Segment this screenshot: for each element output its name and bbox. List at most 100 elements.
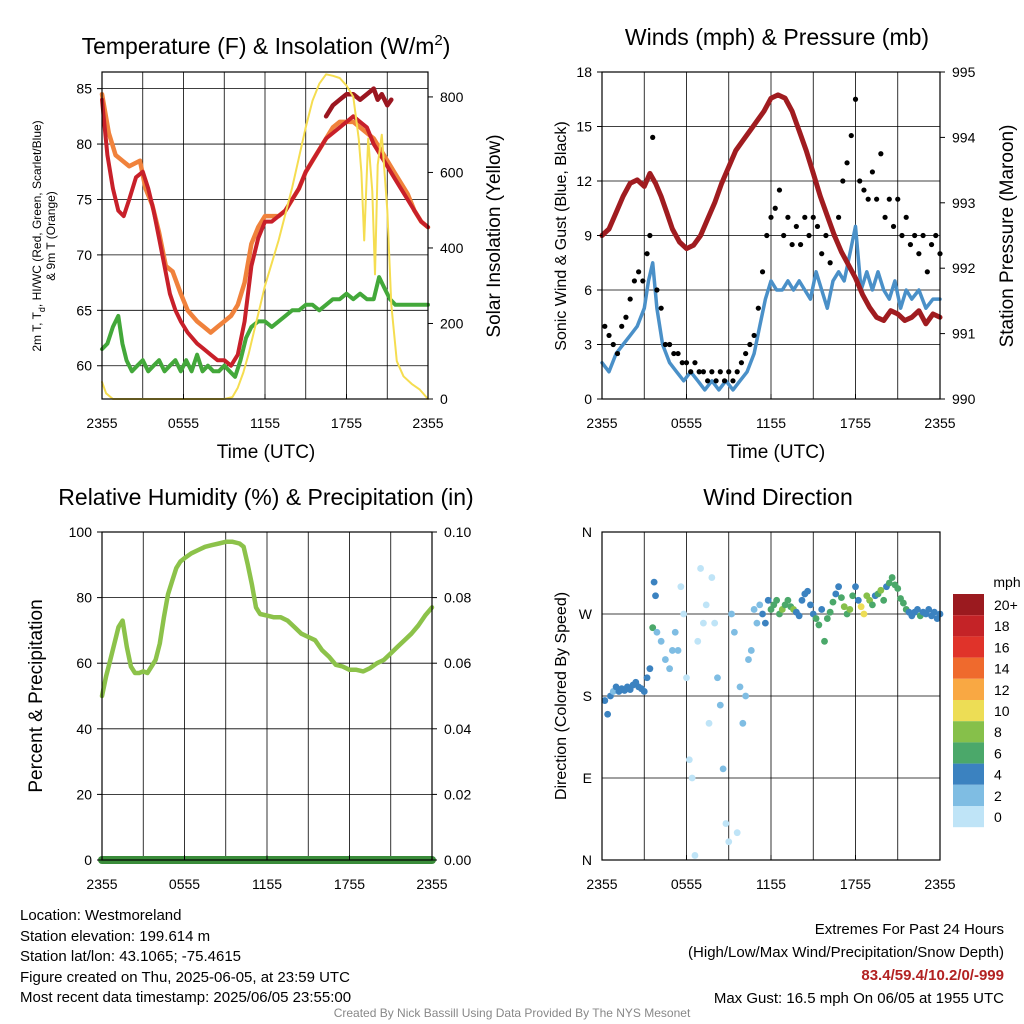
gust-point: [844, 160, 850, 166]
direction-point: [880, 596, 888, 604]
x-tick-label: 2355: [86, 415, 117, 431]
x-tick-label: 2355: [586, 876, 617, 892]
direction-point: [716, 701, 724, 709]
chart-title-winds: Winds (mph) & Pressure (mb): [625, 24, 929, 50]
direction-point: [640, 688, 648, 695]
y-tick-label: E: [583, 770, 592, 786]
direction-point: [643, 674, 651, 682]
chart-title-direction: Wind Direction: [703, 484, 853, 510]
y-axis-label-humidity: Percent & Precipitation: [26, 599, 47, 792]
direction-point: [784, 596, 792, 604]
gust-point: [658, 305, 664, 311]
x-tick-label: 1755: [334, 876, 365, 892]
y-tick-label: S: [583, 688, 592, 704]
direction-point: [846, 606, 854, 613]
direction-point: [773, 596, 781, 604]
gust-point: [675, 350, 681, 357]
colorbar-label: 0: [994, 809, 1002, 825]
colorbar-swatch: [953, 678, 984, 700]
direction-point: [677, 583, 685, 591]
direction-point: [835, 583, 842, 591]
y-tick-label: 6: [584, 282, 592, 298]
gust-point: [789, 241, 795, 248]
gust-point: [709, 369, 715, 375]
elevation-text: Station elevation: 199.614 m: [20, 927, 211, 945]
direction-point: [708, 574, 716, 581]
direction-point: [653, 628, 661, 636]
direction-point: [652, 592, 659, 600]
y-axis-label-wind: Sonic Wind & Gust (Blue, Black): [553, 121, 570, 350]
colorbar-label: 6: [994, 745, 1002, 761]
y-tick-label: 60: [76, 655, 92, 671]
colorbar-label: 10: [994, 703, 1010, 719]
location-text: Location: Westmoreland: [20, 907, 182, 924]
colorbar-swatch: [953, 721, 984, 743]
colorbar-label: 4: [994, 767, 1002, 783]
gust-point: [713, 378, 719, 384]
x-tick-label: 1155: [756, 876, 786, 892]
direction-point: [753, 619, 761, 627]
direction-point: [680, 610, 688, 618]
gust-point: [602, 323, 608, 329]
direction-point: [860, 610, 868, 618]
gust-point: [819, 251, 825, 257]
chart-panel-4: 2355 0555 1155 1755 2355 N E S W N: [579, 524, 956, 892]
colorbar-label: 12: [994, 682, 1010, 698]
x-tick-label: 1155: [250, 415, 280, 431]
direction-point: [674, 647, 682, 654]
direction-point: [739, 719, 747, 727]
gust-point: [793, 223, 799, 230]
gust-point: [623, 314, 629, 320]
x-tick-label: 2355: [416, 876, 447, 892]
x-tick-label: 2355: [86, 876, 117, 892]
gust-point: [671, 350, 677, 357]
colorbar-swatch: [953, 636, 984, 658]
extremes-title: Extremes For Past 24 Hours: [814, 921, 1004, 938]
y-tick-label: 80: [76, 136, 92, 152]
extremes-subtitle: (High/Low/Max Wind/Precipitation/Snow De…: [688, 944, 1004, 961]
y-axis-label-insolation: Solar Insolation (Yellow): [484, 134, 505, 337]
direction-point: [736, 683, 744, 691]
direction-point: [798, 596, 806, 604]
direction-point: [657, 637, 665, 645]
y-tick-label: 9: [584, 228, 592, 244]
gust-point: [730, 378, 736, 384]
title-text: ): [443, 33, 451, 59]
gust-point: [865, 196, 871, 202]
gust-point: [772, 205, 778, 211]
gust-point: [688, 369, 694, 375]
direction-point: [818, 606, 826, 613]
gust-point: [644, 251, 650, 257]
y-right-tick-label: 0.08: [444, 590, 471, 606]
gust-point: [899, 232, 905, 239]
y-right-tick-label: 0.10: [444, 524, 471, 540]
y-tick-label: 60: [76, 358, 92, 374]
gust-point: [802, 214, 808, 220]
direction-point: [815, 621, 823, 629]
gust-point: [907, 241, 914, 248]
x-tick-label: 0555: [168, 415, 199, 431]
direction-point: [722, 820, 730, 827]
gust-point: [827, 260, 833, 266]
x-tick-label: 2355: [412, 415, 443, 431]
y-tick-label: N: [582, 524, 592, 540]
gust-point: [912, 232, 918, 239]
gust-point: [806, 232, 812, 239]
gust-point: [874, 196, 880, 202]
gust-point: [683, 360, 690, 366]
colorbar-swatch: [953, 615, 984, 637]
direction-point: [795, 612, 803, 620]
direction-point: [661, 656, 669, 663]
y-tick-label: 15: [576, 119, 592, 135]
y-tick-label: 40: [76, 721, 92, 737]
direction-point: [854, 596, 862, 604]
colorbar-swatch: [953, 594, 984, 616]
direction-point: [646, 665, 654, 673]
gust-point: [768, 214, 774, 220]
direction-point: [812, 615, 820, 622]
gust-point: [890, 223, 897, 230]
chart-title-temperature: Temperature (F) & Insolation (W/m2): [82, 32, 451, 59]
y-tick-label: W: [579, 606, 593, 622]
y-left-label: Percent & Precipitation: [26, 599, 47, 792]
gust-point: [627, 296, 633, 302]
